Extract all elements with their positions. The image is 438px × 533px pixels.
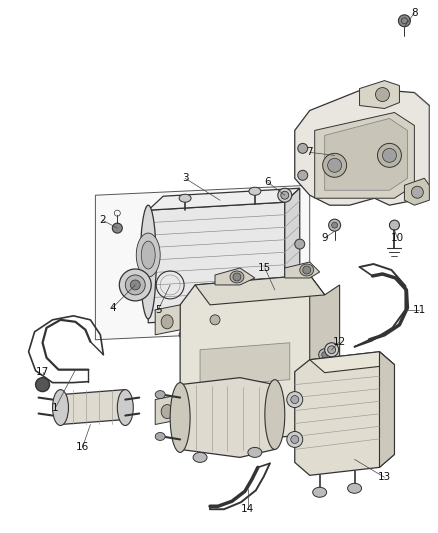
Ellipse shape: [287, 392, 303, 408]
Ellipse shape: [112, 223, 122, 233]
Ellipse shape: [332, 222, 338, 228]
Ellipse shape: [249, 187, 261, 195]
Text: 11: 11: [413, 305, 426, 315]
Text: 4: 4: [109, 303, 116, 313]
Polygon shape: [360, 80, 399, 109]
Ellipse shape: [140, 205, 156, 319]
Ellipse shape: [230, 271, 244, 283]
Polygon shape: [60, 390, 125, 424]
Ellipse shape: [179, 194, 191, 202]
Polygon shape: [310, 352, 395, 373]
Ellipse shape: [382, 148, 396, 163]
Ellipse shape: [125, 275, 145, 295]
Ellipse shape: [300, 264, 314, 276]
Text: 2: 2: [99, 215, 106, 225]
Polygon shape: [310, 275, 339, 434]
Text: 14: 14: [241, 504, 254, 514]
Ellipse shape: [210, 409, 220, 419]
Ellipse shape: [298, 171, 308, 180]
Polygon shape: [95, 185, 310, 340]
Ellipse shape: [278, 188, 292, 202]
Ellipse shape: [328, 158, 342, 172]
Polygon shape: [148, 188, 300, 210]
Ellipse shape: [328, 219, 341, 231]
Text: 16: 16: [76, 442, 89, 453]
Polygon shape: [404, 178, 429, 205]
Ellipse shape: [375, 87, 389, 101]
Ellipse shape: [323, 154, 346, 177]
Ellipse shape: [321, 352, 328, 358]
Ellipse shape: [325, 343, 339, 357]
Polygon shape: [180, 378, 275, 457]
Ellipse shape: [161, 405, 173, 418]
Ellipse shape: [303, 266, 311, 274]
Ellipse shape: [281, 191, 289, 199]
Ellipse shape: [295, 239, 305, 249]
Text: 6: 6: [265, 177, 271, 187]
Ellipse shape: [170, 383, 190, 453]
Polygon shape: [155, 305, 180, 335]
Ellipse shape: [136, 233, 160, 277]
Ellipse shape: [291, 395, 299, 403]
Ellipse shape: [411, 186, 424, 198]
Polygon shape: [180, 275, 325, 445]
Text: 12: 12: [333, 337, 346, 347]
Ellipse shape: [119, 269, 151, 301]
Polygon shape: [295, 88, 429, 205]
Ellipse shape: [389, 220, 399, 230]
Ellipse shape: [141, 241, 155, 269]
Ellipse shape: [179, 331, 191, 339]
Ellipse shape: [161, 315, 173, 329]
Ellipse shape: [328, 346, 336, 354]
Ellipse shape: [193, 453, 207, 462]
Polygon shape: [148, 202, 285, 323]
Ellipse shape: [399, 15, 410, 27]
Ellipse shape: [287, 432, 303, 447]
Polygon shape: [215, 268, 255, 285]
Text: 9: 9: [321, 233, 328, 243]
Polygon shape: [379, 352, 395, 467]
Text: 3: 3: [182, 173, 188, 183]
Text: 5: 5: [155, 305, 162, 315]
Ellipse shape: [248, 447, 262, 457]
Ellipse shape: [313, 487, 327, 497]
Ellipse shape: [348, 483, 361, 493]
Ellipse shape: [233, 273, 241, 281]
Text: 15: 15: [258, 263, 272, 273]
Ellipse shape: [155, 391, 165, 399]
Ellipse shape: [249, 326, 261, 334]
Text: 10: 10: [391, 233, 404, 243]
Ellipse shape: [319, 349, 331, 361]
Ellipse shape: [155, 432, 165, 440]
Polygon shape: [155, 394, 180, 424]
Ellipse shape: [130, 280, 140, 290]
Polygon shape: [195, 275, 325, 305]
Text: 17: 17: [36, 367, 49, 377]
Ellipse shape: [298, 143, 308, 154]
Polygon shape: [200, 343, 290, 386]
Text: 7: 7: [307, 147, 313, 157]
Ellipse shape: [378, 143, 401, 167]
Ellipse shape: [265, 379, 285, 449]
Ellipse shape: [210, 315, 220, 325]
Polygon shape: [285, 188, 300, 315]
Polygon shape: [295, 352, 395, 475]
Text: 1: 1: [52, 402, 59, 413]
Text: 13: 13: [378, 472, 391, 482]
Text: 8: 8: [411, 8, 418, 18]
Ellipse shape: [35, 378, 49, 392]
Polygon shape: [285, 262, 320, 278]
Polygon shape: [325, 118, 407, 190]
Polygon shape: [314, 112, 414, 198]
Ellipse shape: [117, 390, 133, 425]
Ellipse shape: [53, 390, 68, 425]
Ellipse shape: [291, 435, 299, 443]
